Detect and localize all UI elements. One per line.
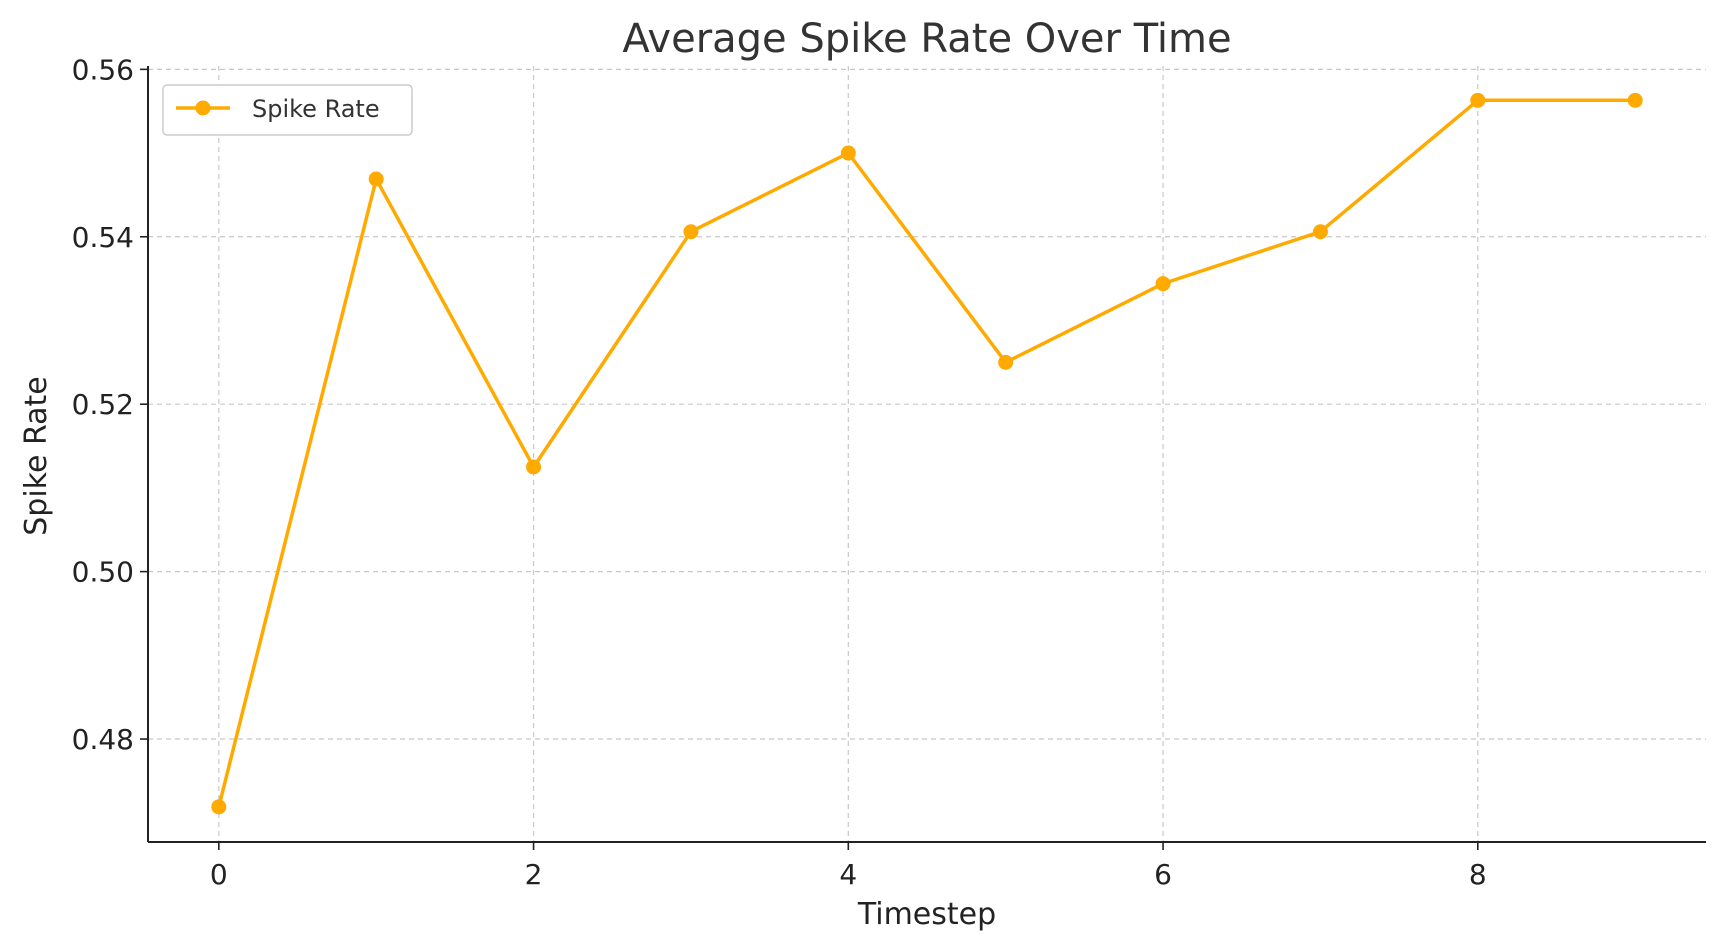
data-point[interactable] [683, 224, 699, 240]
legend-label-spike-rate: Spike Rate [252, 95, 380, 123]
y-axis-label: Spike Rate [19, 376, 54, 536]
y-tick-label: 0.56 [72, 53, 134, 86]
ticks-layer: 0 2 4 6 8 0.48 0.50 0.52 0.54 0.56 [72, 53, 1487, 891]
x-tick-label: 4 [839, 858, 857, 891]
data-point[interactable] [998, 354, 1014, 370]
data-point[interactable] [368, 171, 384, 187]
series-line-spike-rate [217, 98, 1636, 808]
y-tick-label: 0.48 [72, 723, 134, 756]
data-point[interactable] [1312, 224, 1328, 240]
data-point[interactable] [1155, 276, 1171, 292]
data-point[interactable] [840, 145, 856, 161]
x-tick-label: 0 [210, 858, 228, 891]
y-tick-label: 0.54 [72, 221, 134, 254]
legend-box [162, 84, 413, 136]
chart-title: Average Spike Rate Over Time [622, 16, 1231, 62]
x-tick-label: 8 [1469, 858, 1487, 891]
grid-layer [148, 66, 1706, 842]
x-axis-label: Timestep [857, 897, 996, 932]
series-layer [211, 92, 1643, 815]
y-tick-label: 0.52 [72, 388, 134, 421]
axes-layer [147, 66, 1706, 843]
legend[interactable]: Spike Rate [162, 84, 413, 136]
x-tick-label: 6 [1154, 858, 1172, 891]
data-point[interactable] [1627, 92, 1643, 108]
data-point[interactable] [1470, 92, 1486, 108]
data-point[interactable] [211, 799, 227, 815]
y-tick-label: 0.50 [72, 556, 134, 589]
legend-point-marker [195, 100, 211, 116]
x-tick-label: 2 [525, 858, 543, 891]
data-point[interactable] [526, 459, 542, 475]
